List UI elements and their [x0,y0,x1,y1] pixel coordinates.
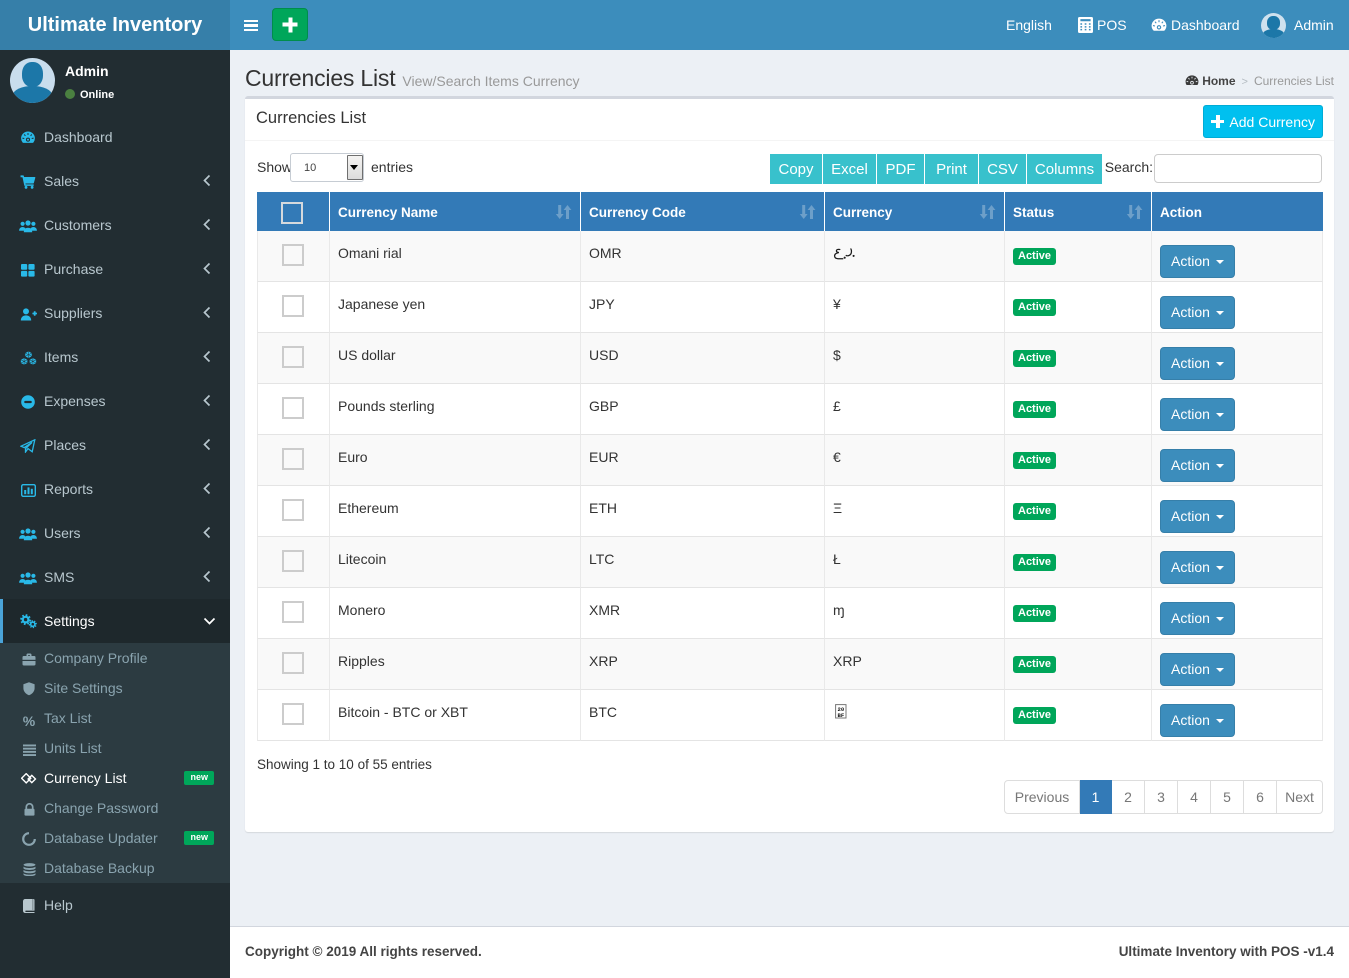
svg-text:20: 20 [838,706,845,713]
svg-text:BF: BF [838,712,845,719]
